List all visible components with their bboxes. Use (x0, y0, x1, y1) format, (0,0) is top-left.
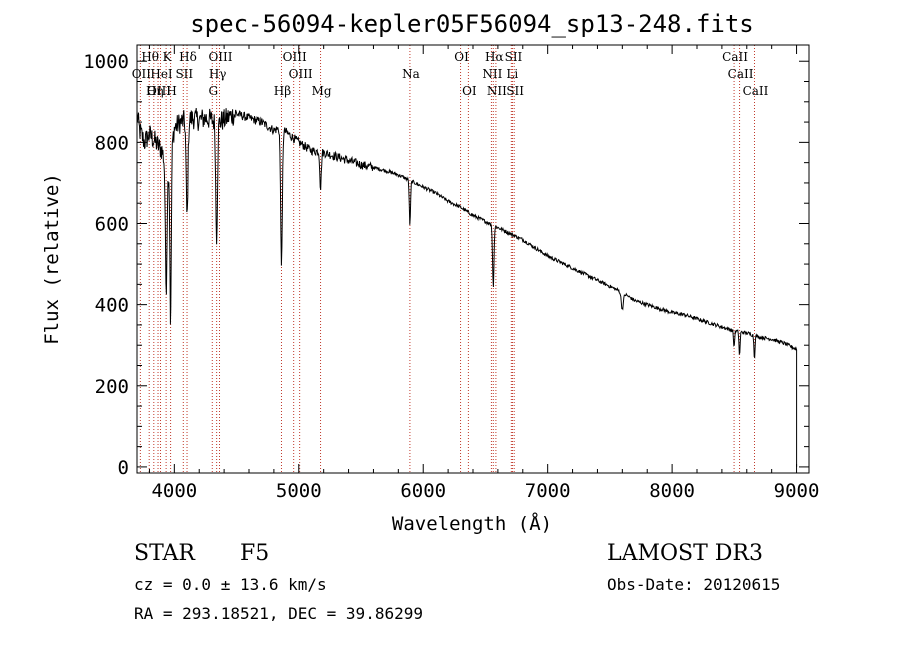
x-tick-label: 8000 (649, 480, 695, 502)
line-marker-label: HeI (150, 67, 173, 81)
line-marker-label: Li (506, 67, 518, 81)
line-marker-label: NII (482, 67, 502, 81)
x-axis-label: Wavelength (Å) (392, 512, 552, 535)
line-marker-label: CaII (722, 50, 748, 64)
y-tick-label: 400 (95, 295, 129, 317)
line-marker-label: OIII (283, 50, 307, 64)
line-marker-label: OI (462, 84, 477, 98)
line-marker-label: OIII (147, 84, 171, 98)
line-marker-label: Hβ (274, 84, 291, 98)
line-marker-label: OIII (289, 67, 313, 81)
line-marker-label: Hγ (209, 67, 227, 81)
survey-name: LAMOST DR3 (607, 541, 763, 566)
line-marker-label: Hη (146, 84, 164, 98)
object-class: STAR (134, 541, 196, 566)
x-tick-label: 9000 (774, 480, 820, 502)
line-marker-label: Hα (485, 50, 504, 64)
y-axis-ticks: 0 200 400 600 800 1000 (83, 51, 809, 479)
y-tick-label: 600 (95, 214, 129, 236)
line-marker-label: OI (454, 50, 469, 64)
y-axis-label: Flux (relative) (41, 173, 63, 345)
line-marker-label: Hθ (141, 50, 159, 64)
line-marker-label: OIII (208, 50, 232, 64)
line-marker-label: CaII (728, 67, 754, 81)
line-marker-label: G (208, 84, 218, 98)
y-tick-label: 200 (95, 376, 129, 398)
x-tick-label: 6000 (400, 480, 446, 502)
line-marker-label: SII (175, 67, 193, 81)
x-tick-label: 4000 (151, 480, 197, 502)
line-marker-label: SII (505, 50, 523, 64)
observation-date: Obs-Date: 20120615 (607, 575, 780, 594)
x-tick-label: 5000 (276, 480, 322, 502)
redshift-info: cz = 0.0 ± 13.6 km/s (134, 575, 327, 594)
spectrum-line (136, 107, 798, 467)
line-marker-label: CaII (743, 84, 769, 98)
line-marker-guides (139, 45, 755, 473)
chart-title: spec-56094-kepler05F56094_sp13-248.fits (190, 10, 754, 38)
line-marker-label: OII (132, 67, 152, 81)
line-marker-label: K (163, 50, 173, 64)
x-tick-label: 7000 (525, 480, 571, 502)
y-tick-label: 0 (118, 457, 129, 479)
line-marker-label: Na (402, 67, 420, 81)
coordinates: RA = 293.18521, DEC = 39.86299 (134, 604, 423, 623)
object-subclass: F5 (240, 541, 269, 566)
y-tick-label: 1000 (83, 51, 129, 73)
line-marker-label: SII (506, 84, 524, 98)
y-tick-label: 800 (95, 132, 129, 154)
x-axis-ticks: 4000 5000 6000 7000 8000 9000 (148, 45, 820, 502)
line-marker-label: NII (487, 84, 507, 98)
plot-frame (136, 44, 810, 474)
line-marker-label: Hδ (179, 50, 197, 64)
line-marker-label: Mg (312, 84, 332, 98)
line-marker-label: H (166, 84, 176, 98)
